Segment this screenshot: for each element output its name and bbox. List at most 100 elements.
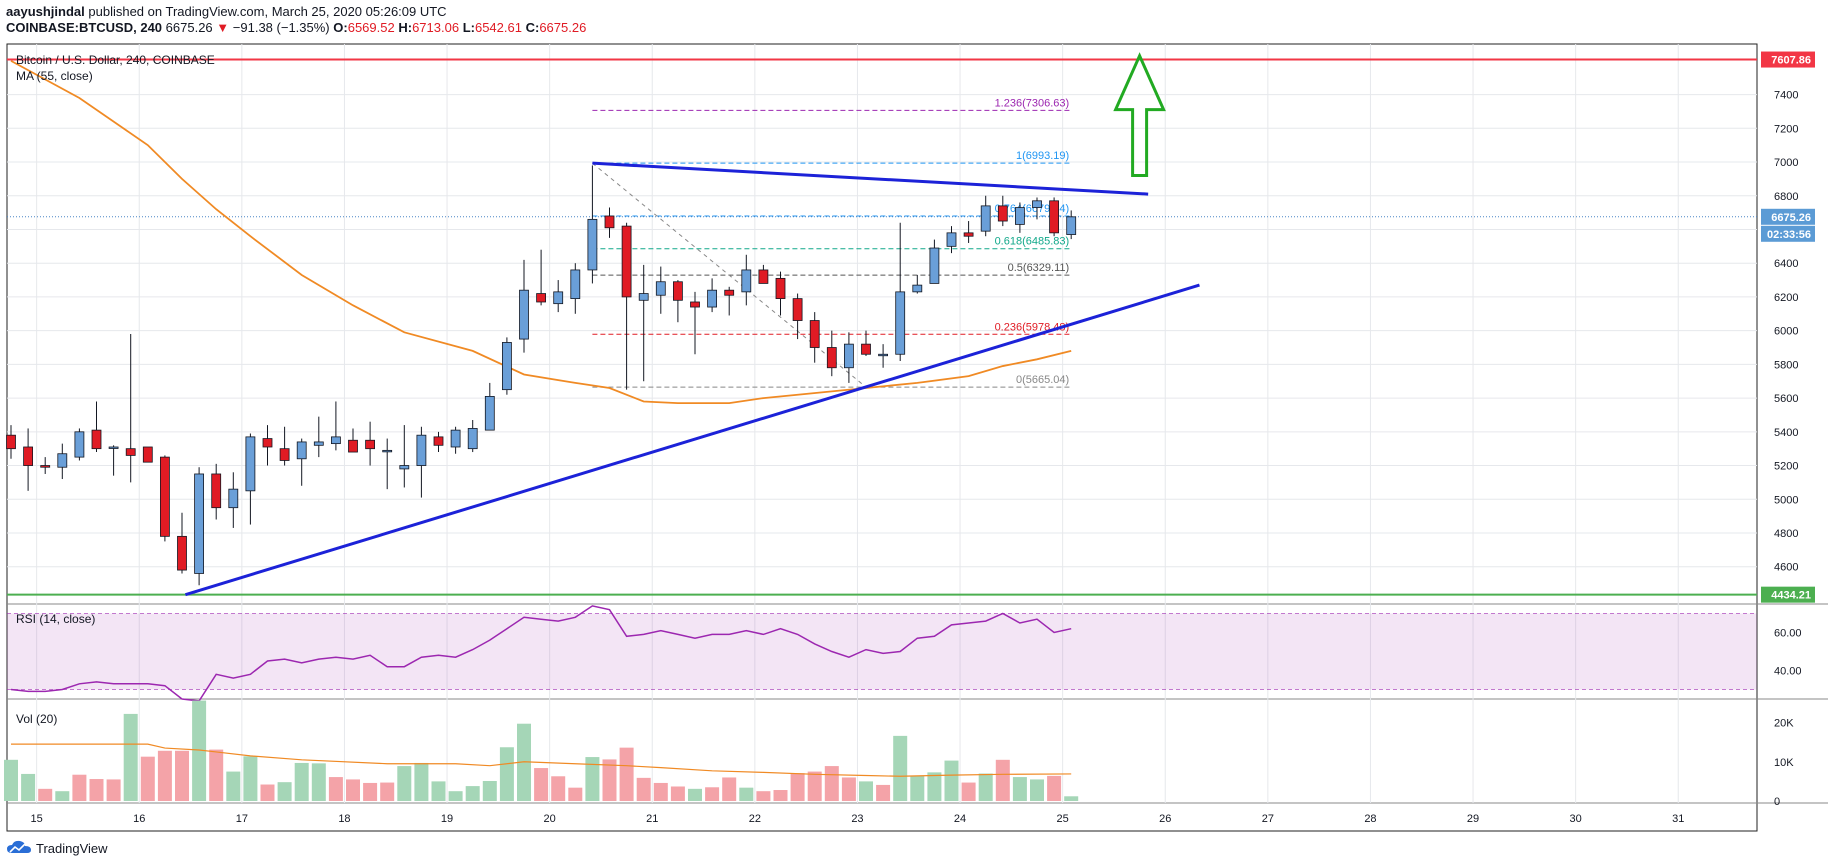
time-axis-label: 25	[1057, 813, 1069, 825]
trading-chart[interactable]: 1.236(7306.63)1(6993.19)0.764(6679.74)0.…	[0, 0, 1828, 838]
candle-body	[997, 205, 1008, 222]
candle-up	[245, 433, 256, 525]
candle-body	[536, 293, 546, 303]
candle-body	[416, 434, 427, 466]
fib-level-label: 0.618(6485.83)	[995, 236, 1070, 248]
candle-up	[57, 443, 68, 480]
volume-bar	[619, 747, 634, 801]
candle-body	[724, 289, 735, 296]
candle-down	[1049, 197, 1059, 237]
volume-bar	[414, 762, 429, 801]
candle-up	[74, 428, 85, 461]
open-value: 6569.52	[347, 20, 395, 35]
resistance-price-badge: 7607.86	[1771, 55, 1811, 67]
fib-swing-line	[592, 162, 867, 388]
volume-bar	[739, 787, 754, 801]
candle-up	[399, 425, 410, 488]
candle-up	[382, 438, 393, 490]
volume-bar	[209, 749, 224, 801]
candle-up	[330, 401, 341, 451]
time-axis-label: 17	[236, 813, 248, 825]
candle-body	[844, 343, 854, 369]
ma-legend: MA (55, close)	[16, 69, 93, 83]
volume-bar	[192, 700, 207, 801]
price-axis-label: 6400	[1774, 258, 1798, 270]
candle-body	[125, 448, 136, 456]
candle-body	[279, 448, 290, 461]
upper-trendline	[592, 161, 1149, 196]
volume-bar	[140, 756, 155, 801]
volume-bar	[910, 775, 925, 801]
symbol-label: COINBASE:BTCUSD, 240	[6, 20, 163, 35]
candle-up	[878, 344, 888, 368]
volume-bar	[1064, 796, 1079, 801]
candle-body	[57, 453, 68, 468]
rsi-pane	[7, 605, 1757, 702]
candle-up	[553, 280, 564, 313]
volume-bar	[465, 786, 480, 801]
volume-axis-label: 0	[1774, 796, 1780, 808]
candle-body	[690, 301, 700, 308]
volume-bar	[876, 784, 891, 801]
candle-up	[638, 264, 649, 382]
candle-down	[91, 401, 102, 453]
price-axis-label: 7400	[1774, 90, 1798, 102]
axes: 15 16 17 18 19 20 21 22 23 24 25 26 27 28 29 30 31 4600 48…	[31, 51, 1815, 825]
candle-body	[980, 205, 991, 232]
candle-up	[467, 420, 478, 453]
up-arrow-icon	[1113, 52, 1166, 178]
candle-body	[245, 436, 256, 492]
candle-up	[501, 337, 512, 395]
low-value: 6542.61	[474, 20, 522, 35]
fib-level-label: 0(5665.04)	[1016, 374, 1069, 386]
candle-up	[980, 195, 991, 237]
candle-body	[638, 293, 649, 301]
volume-bar	[294, 762, 309, 801]
down-arrow-icon: ▼	[216, 20, 230, 35]
candle-down	[348, 428, 358, 453]
volume-bar	[21, 773, 36, 801]
published-text: published on TradingView.com, March 25, …	[88, 4, 447, 19]
volume-bar	[363, 782, 378, 801]
candle-body	[177, 535, 187, 571]
candle-body	[228, 488, 239, 509]
price-axis-label: 6800	[1774, 191, 1798, 203]
candle-up	[895, 222, 906, 361]
last-price-text: 6675.26	[165, 20, 213, 35]
grid-lines	[7, 44, 1757, 803]
candle-down	[6, 425, 16, 459]
time-axis-label: 18	[338, 813, 350, 825]
fib-level-label: 0.5(6329.11)	[1008, 262, 1070, 274]
tradingview-footer[interactable]: TradingView	[6, 840, 108, 856]
resistance-price-badge-bg	[1761, 51, 1815, 68]
fib-level-label: 1.236(7306.63)	[995, 97, 1070, 109]
volume-bar	[602, 759, 617, 801]
author-name[interactable]: aayushjindal	[6, 4, 85, 19]
volume-bar	[123, 713, 138, 801]
candle-body	[792, 298, 803, 321]
candle-body	[1015, 207, 1025, 225]
candle-up	[741, 254, 752, 306]
price-axis-label: 5600	[1774, 393, 1798, 405]
candle-body	[758, 269, 769, 284]
volume-pane	[4, 700, 1079, 801]
time-axis-label: 19	[441, 813, 453, 825]
countdown-badge: 02:33:56	[1767, 229, 1811, 241]
candle-body	[929, 247, 940, 284]
volume-bar	[311, 763, 326, 801]
candle-up	[313, 416, 324, 458]
volume-bar	[260, 784, 275, 801]
candle-up	[1032, 197, 1042, 220]
candle-up	[194, 467, 205, 586]
volume-bar	[824, 766, 839, 801]
candle-body	[382, 449, 393, 453]
volume-bar	[978, 773, 993, 801]
main-title: Bitcoin / U.S. Dollar, 240, COINBASE	[16, 53, 215, 67]
candle-down	[963, 221, 974, 243]
volume-bar	[431, 781, 446, 801]
candle-up	[587, 165, 598, 284]
candle-body	[450, 429, 461, 448]
candle-body	[433, 436, 444, 446]
time-axis-label: 24	[954, 813, 966, 825]
candle-body	[741, 269, 752, 293]
